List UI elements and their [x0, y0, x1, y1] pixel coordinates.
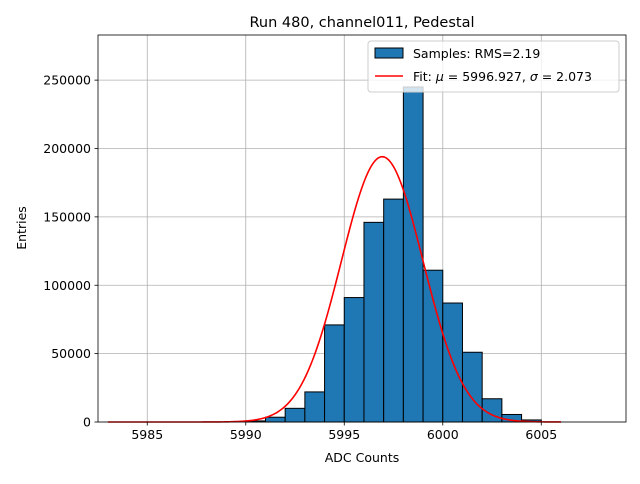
legend-fit-label: Fit: μ = 5996.927, σ = 2.073: [413, 69, 592, 84]
legend-fit-mu-value: = 5996.927,: [444, 69, 530, 84]
legend-fit-sigma-symbol: σ: [530, 69, 539, 84]
y-tick-label: 100000: [43, 278, 91, 293]
chart-title: Run 480, channel011, Pedestal: [249, 15, 474, 31]
x-tick-label: 6000: [427, 427, 459, 442]
x-tick-label: 5995: [328, 427, 360, 442]
plot-frame: [97, 34, 627, 423]
legend-fit-prefix: Fit:: [413, 69, 436, 84]
histogram-bar: [343, 297, 365, 423]
x-tick-label: 6005: [525, 427, 557, 442]
histogram-bar: [402, 86, 424, 423]
y-tick-label: 250000: [43, 73, 91, 88]
histogram-bar: [264, 416, 286, 423]
legend: Samples: RMS=2.19 Fit: μ = 5996.927, σ =…: [367, 40, 620, 93]
x-tick-label: 5990: [230, 427, 262, 442]
x-tick-label: 5985: [131, 427, 163, 442]
legend-samples-swatch: [374, 47, 404, 59]
histogram-bar: [422, 269, 444, 423]
histogram-bar: [383, 198, 404, 423]
legend-box: [367, 40, 620, 93]
y-axis-label: Entries: [14, 206, 29, 250]
y-tick-label: 200000: [43, 141, 91, 156]
legend-samples-label: Samples: RMS=2.19: [413, 46, 540, 61]
x-axis-ticks: 5985 5990 5995 6000 6005: [131, 422, 557, 442]
y-tick-label: 150000: [43, 209, 91, 224]
y-tick-label: 0: [83, 415, 91, 430]
y-tick-label: 50000: [51, 346, 91, 361]
legend-fit-sigma-value: = 2.073: [538, 69, 592, 84]
histogram-bar: [324, 324, 345, 423]
x-axis-label: ADC Counts: [325, 450, 400, 465]
legend-fit-mu-symbol: μ: [435, 69, 444, 84]
histogram-bar: [304, 391, 326, 423]
y-axis-ticks: 0 50000 100000 150000 200000 250000: [43, 73, 98, 430]
histogram-bar: [363, 221, 385, 423]
histogram-bar: [284, 407, 306, 423]
